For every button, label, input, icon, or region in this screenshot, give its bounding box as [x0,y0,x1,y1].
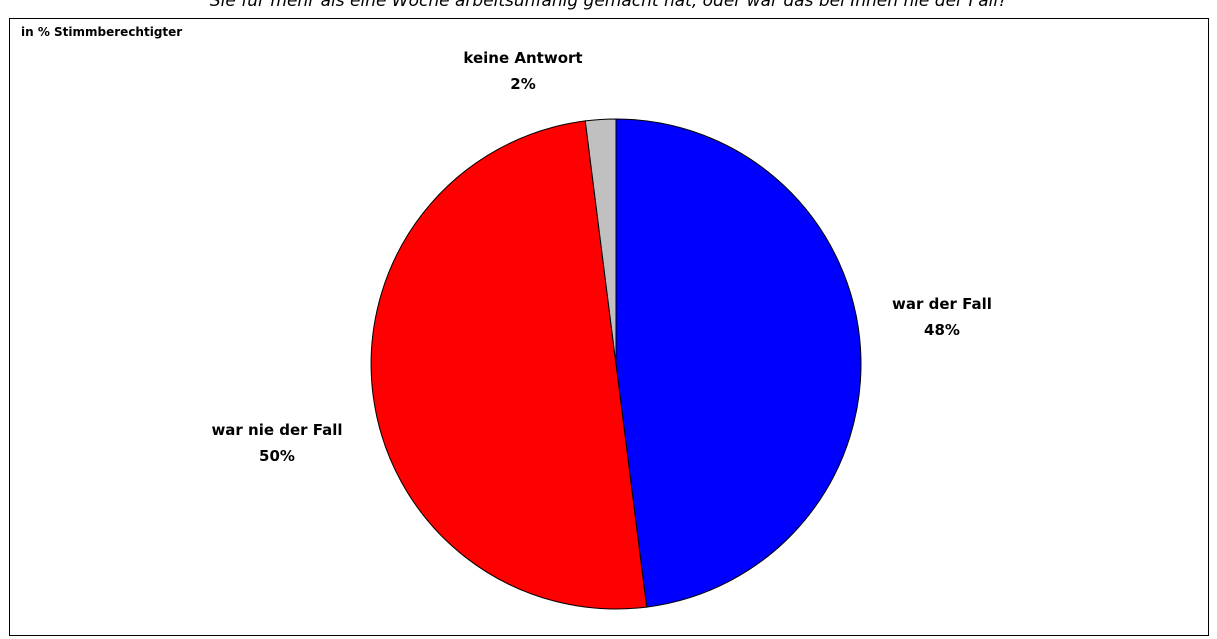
pie-chart: war der Fall 48% war nie der Fall 50% keine … [211,49,992,610]
pie-slice-war-nie-der-fall [370,120,648,610]
slice-category-label: war der Fall [892,295,992,313]
slice-value-label: 48% [924,321,960,339]
pie-slice-keine-antwort [584,118,617,365]
pie-labels: war der Fall 48% war nie der Fall 50% keine … [211,49,992,465]
pie-slice-war-der-fall [615,118,862,608]
survey-question-text: Sie für mehr als eine Woche arbeitsunfäh… [209,0,1008,11]
pie-slices [370,118,862,610]
slice-value-label: 2% [510,75,535,93]
slice-category-label: war nie der Fall [211,421,342,439]
unit-label: in % Stimmberechtigter [21,25,183,39]
slice-value-label: 50% [259,447,295,465]
slice-category-label: keine Antwort [463,49,582,67]
chart-frame: in % Stimmberechtigter war der Fall 48% wa… [9,18,1209,636]
